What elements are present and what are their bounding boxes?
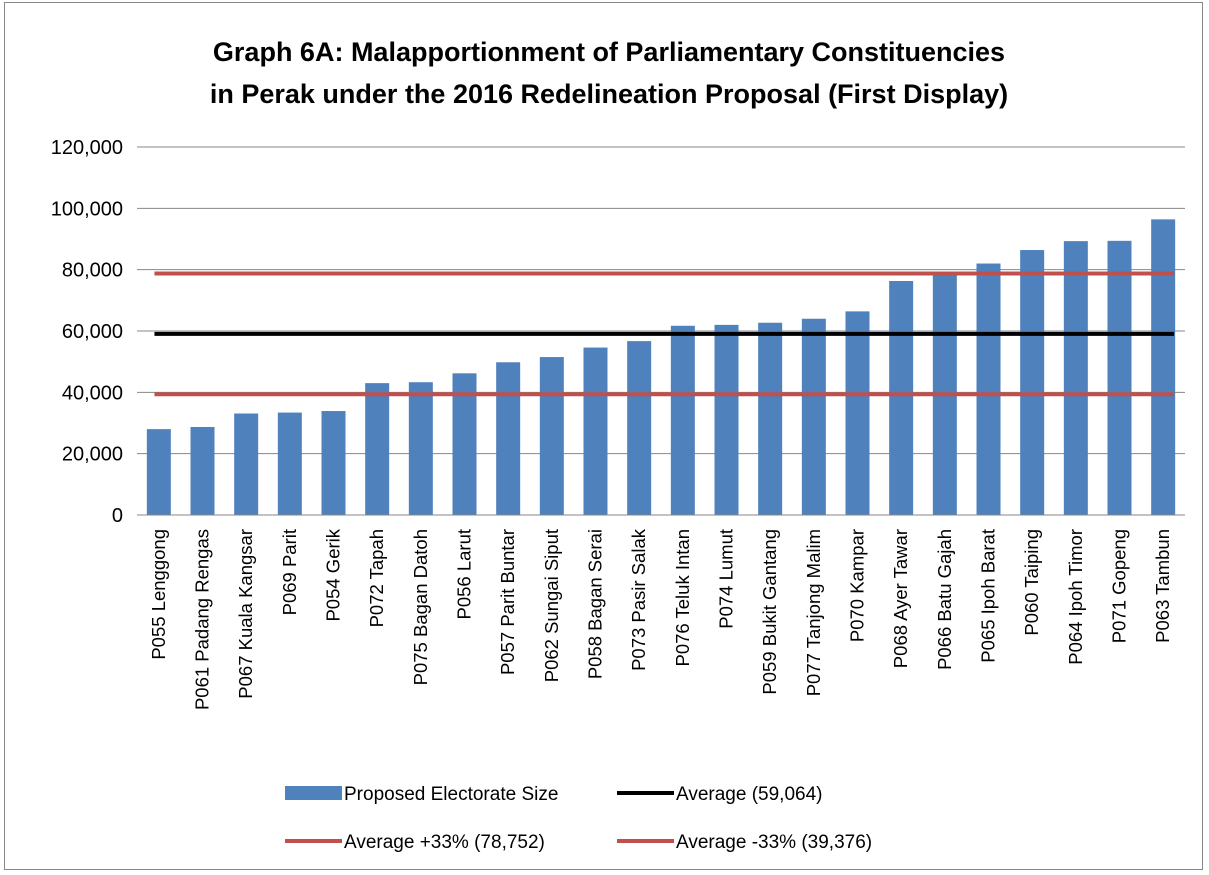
bar (321, 411, 346, 515)
y-tick-label: 60,000 (62, 321, 123, 343)
y-axis-ticks: 0 20,000 40,000 60,000 80,000 100,000 120,000 (51, 137, 123, 527)
x-tick-label: P059 Bukit Gantang (759, 529, 780, 695)
bar (146, 429, 171, 515)
x-tick-label: P054 Gerik (323, 528, 344, 621)
bar (583, 347, 608, 515)
bar (1151, 219, 1176, 515)
bar (801, 318, 826, 515)
chart-title-line-2: in Perak under the 2016 Redelineation Pr… (210, 79, 1008, 109)
x-tick-label: P077 Tanjong Malim (803, 529, 824, 696)
chart-frame: Graph 6A: Malapportionment of Parliament… (4, 2, 1203, 870)
bar (714, 324, 739, 515)
y-tick-label: 40,000 (62, 382, 123, 404)
bar (670, 325, 695, 515)
x-tick-label: P072 Tapah (366, 529, 387, 627)
bar (190, 426, 215, 515)
x-tick-label: P056 Larut (454, 529, 475, 620)
legend-swatch (285, 786, 342, 800)
bar (496, 362, 521, 515)
x-tick-label: P071 Gopeng (1109, 529, 1130, 643)
x-tick-label: P070 Kampar (847, 529, 868, 642)
bar (452, 373, 477, 515)
bar (1107, 240, 1132, 515)
y-tick-label: 0 (112, 505, 123, 527)
bar (758, 322, 783, 515)
bar (365, 383, 390, 515)
x-tick-label: P058 Bagan Serai (585, 529, 606, 679)
x-tick-label: P063 Tambun (1152, 529, 1173, 643)
x-tick-label: P055 Lenggong (148, 529, 169, 660)
x-tick-label: P068 Ayer Tawar (890, 529, 911, 668)
bar (845, 311, 870, 515)
bar (976, 263, 1001, 515)
bar (277, 412, 302, 515)
legend-entry: Average -33% (39,376) (676, 832, 872, 853)
chart-title-line-1: Graph 6A: Malapportionment of Parliament… (213, 37, 1005, 67)
legend-entry: Average +33% (78,752) (344, 832, 545, 853)
x-tick-label: P065 Ipoh Barat (978, 529, 999, 663)
x-tick-label: P075 Bagan Datoh (410, 529, 431, 685)
x-tick-label: P074 Lumut (716, 529, 737, 629)
bars (146, 219, 1176, 516)
x-tick-label: P057 Parit Buntar (497, 529, 518, 675)
x-tick-label: P076 Teluk Intan (672, 529, 693, 667)
bar (234, 413, 259, 515)
x-tick-label: P060 Taiping (1021, 529, 1042, 636)
reference-lines (154, 271, 1175, 397)
bar (539, 357, 564, 515)
bar (889, 281, 914, 515)
y-tick-label: 100,000 (51, 198, 123, 220)
x-axis-tick-labels: P055 Lenggong P061 Padang Rengas P067 Kual… (148, 528, 1173, 710)
legend-entry: Average (59,064) (676, 784, 822, 805)
bar (408, 382, 433, 515)
bar (1063, 241, 1088, 515)
x-tick-label: P061 Padang Rengas (192, 529, 213, 710)
x-tick-label: P064 Ipoh Timor (1065, 529, 1086, 665)
x-tick-label: P062 Sungai Siput (541, 529, 562, 682)
x-tick-label: P069 Parit (279, 529, 300, 615)
bar (627, 341, 652, 515)
bar (1020, 250, 1045, 516)
x-tick-label: P073 Pasir Salak (628, 528, 649, 671)
x-tick-label: P067 Kuala Kangsar (235, 529, 256, 699)
legend: Proposed Electorate Size Average (59,064)… (285, 784, 872, 853)
x-tick-label: P066 Batu Gajah (934, 529, 955, 670)
y-tick-label: 80,000 (62, 260, 123, 282)
y-tick-label: 120,000 (51, 137, 123, 159)
y-tick-label: 20,000 (62, 444, 123, 466)
legend-entry: Proposed Electorate Size (344, 784, 558, 805)
chart: Graph 6A: Malapportionment of Parliament… (51, 37, 1185, 853)
